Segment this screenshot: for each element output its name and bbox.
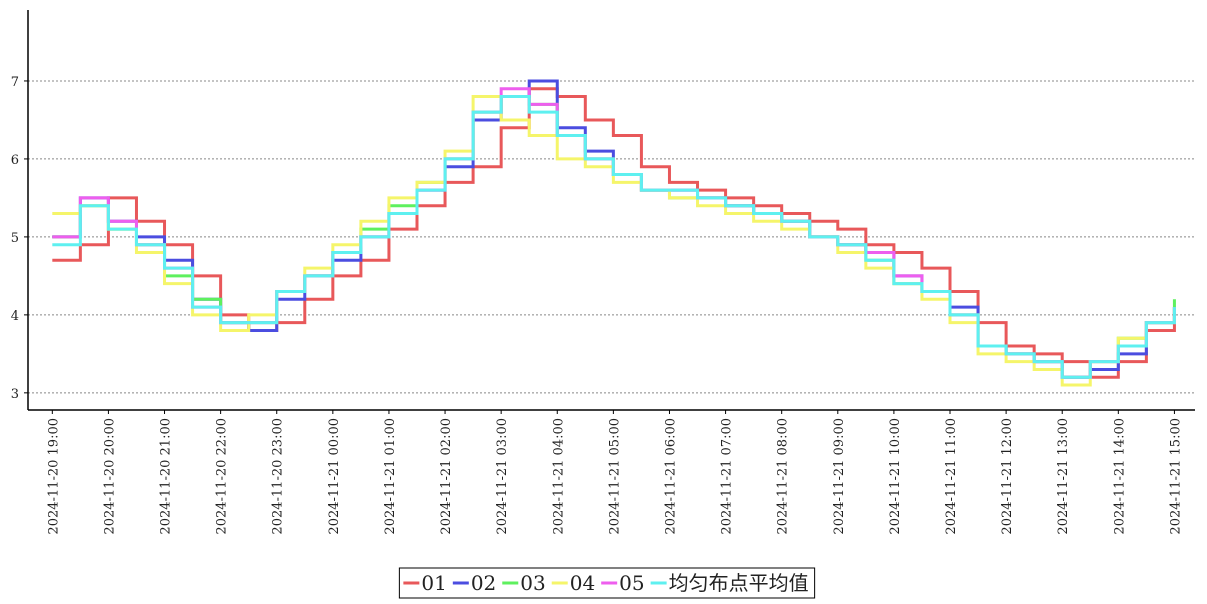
y-tick-label: 3 [11,387,19,402]
legend-label: 03 [520,571,545,595]
y-tick-label: 7 [11,75,19,90]
x-tick-label: 2024-11-21 00:00 [327,418,342,535]
x-tick-label: 2024-11-20 21:00 [159,418,174,535]
legend-label: 均匀布点平均值 [669,571,809,595]
y-tick-label: 6 [11,153,19,168]
legend-label: 01 [421,571,446,595]
y-tick-label: 4 [11,309,19,324]
series-line [52,95,1176,379]
x-tick-label: 2024-11-21 10:00 [888,418,903,535]
x-tick-label: 2024-11-21 11:00 [944,418,959,535]
series-line [52,95,1176,387]
x-tick-label: 2024-11-21 15:00 [1168,418,1183,535]
x-tick-label: 2024-11-21 14:00 [1112,418,1127,535]
x-tick-label: 2024-11-21 03:00 [495,418,510,535]
x-tick-label: 2024-11-21 05:00 [607,418,622,535]
x-tick-label: 2024-11-21 01:00 [383,418,398,535]
legend-label: 05 [619,571,644,595]
series-line [52,87,1176,379]
legend: 01 02 03 04 05 均匀布点平均值 [398,567,816,599]
x-tick-label: 2024-11-21 12:00 [1000,418,1015,535]
x-tick-label: 2024-11-21 06:00 [663,418,678,535]
legend-label: 02 [471,571,496,595]
y-tick-label: 5 [11,231,19,246]
x-tick-label: 2024-11-21 04:00 [551,418,566,535]
x-tick-label: 2024-11-21 07:00 [720,418,735,535]
legend-label: 04 [570,571,595,595]
x-tick-label: 2024-11-21 08:00 [776,418,791,535]
x-tick-label: 2024-11-20 20:00 [102,418,117,535]
x-tick-label: 2024-11-20 23:00 [271,418,286,535]
x-tick-label: 2024-11-20 19:00 [46,418,61,535]
x-tick-label: 2024-11-21 02:00 [439,418,454,535]
x-tick-label: 2024-11-21 09:00 [832,418,847,535]
x-tick-label: 2024-11-20 22:00 [215,418,230,535]
x-tick-label: 2024-11-21 13:00 [1056,418,1071,535]
